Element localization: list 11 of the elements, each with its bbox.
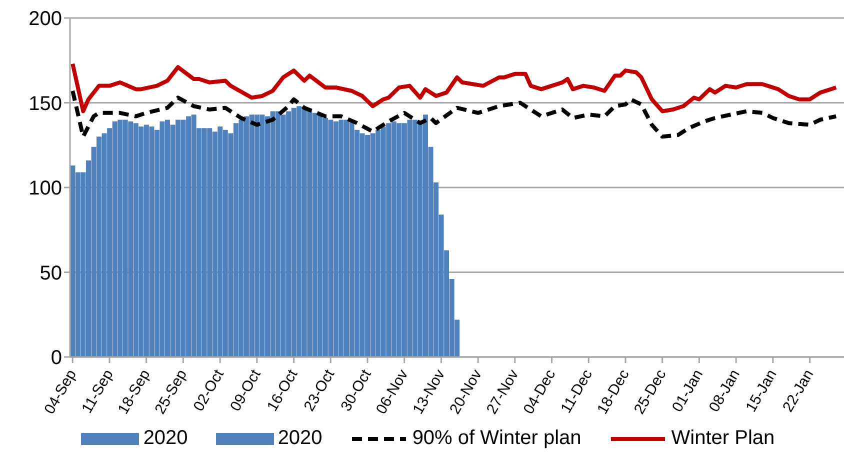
legend-label: Winter Plan bbox=[671, 427, 775, 450]
y-tick-label: 100 bbox=[28, 178, 62, 200]
line-series bbox=[70, 88, 838, 139]
y-tick-label: 50 bbox=[40, 262, 62, 284]
line-series bbox=[70, 62, 838, 114]
y-tick-label: 200 bbox=[28, 8, 62, 30]
legend-label: 2020 bbox=[278, 427, 322, 450]
legend-label: 2020 bbox=[143, 427, 188, 450]
y-tick-label: 150 bbox=[28, 92, 62, 115]
legend-label: 90% of Winter plan bbox=[412, 427, 582, 450]
y-tick-label: 0 bbox=[50, 347, 62, 370]
